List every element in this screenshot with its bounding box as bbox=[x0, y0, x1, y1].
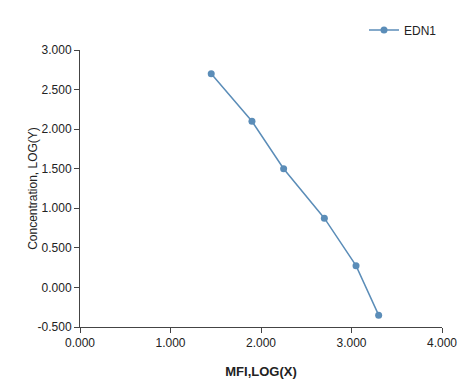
svg-text:2.500: 2.500 bbox=[42, 83, 72, 97]
svg-text:1.500: 1.500 bbox=[42, 162, 72, 176]
svg-text:1.000: 1.000 bbox=[42, 201, 72, 215]
svg-text:-0.500: -0.500 bbox=[38, 320, 72, 334]
svg-text:1.000: 1.000 bbox=[155, 336, 185, 350]
svg-text:MFI,LOG(X): MFI,LOG(X) bbox=[225, 364, 297, 379]
svg-text:0.000: 0.000 bbox=[42, 281, 72, 295]
svg-text:3.000: 3.000 bbox=[336, 336, 366, 350]
svg-text:4.000: 4.000 bbox=[427, 336, 457, 350]
svg-text:EDN1: EDN1 bbox=[404, 24, 436, 38]
svg-text:2.000: 2.000 bbox=[246, 336, 276, 350]
svg-text:0.500: 0.500 bbox=[42, 241, 72, 255]
svg-text:2.000: 2.000 bbox=[42, 122, 72, 136]
svg-text:3.000: 3.000 bbox=[42, 43, 72, 57]
svg-text:0.000: 0.000 bbox=[65, 336, 95, 350]
svg-text:Concentration, LOG(Y): Concentration, LOG(Y) bbox=[26, 127, 40, 250]
